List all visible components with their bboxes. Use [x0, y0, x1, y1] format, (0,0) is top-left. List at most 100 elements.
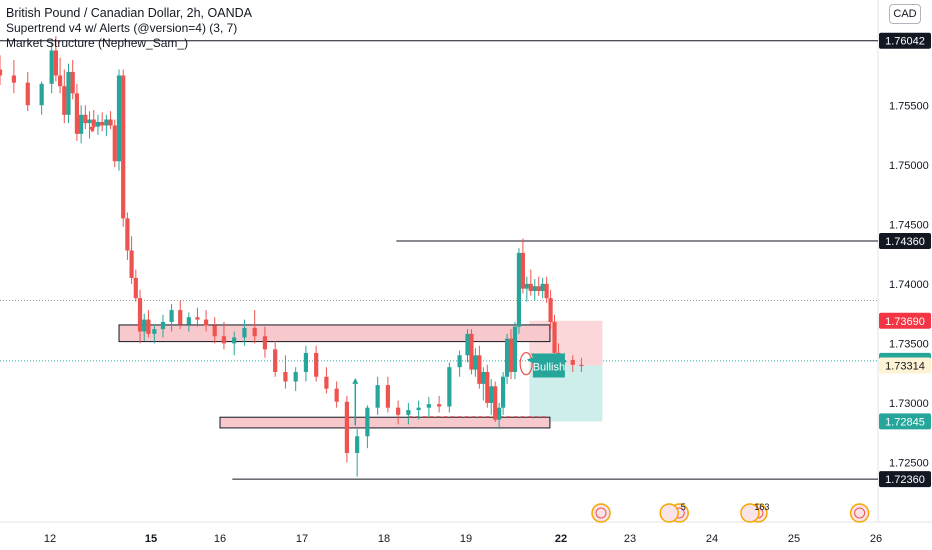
candle-body[interactable] [129, 250, 134, 278]
candle-body[interactable] [121, 75, 126, 219]
candle-body[interactable] [57, 75, 63, 87]
candle-body[interactable] [508, 338, 514, 372]
candle-body[interactable] [146, 319, 151, 334]
resistance-zone[interactable] [118, 324, 551, 343]
candle-body[interactable] [365, 407, 370, 437]
candle-body[interactable] [116, 75, 122, 162]
candle-body[interactable] [108, 119, 113, 126]
candle-body[interactable] [355, 436, 360, 453]
candle-body[interactable] [293, 371, 298, 382]
candle-body[interactable] [178, 310, 183, 325]
candle-body[interactable] [385, 385, 390, 408]
currency-button[interactable]: CAD [889, 4, 921, 24]
event-flag-icon[interactable] [740, 503, 760, 523]
candle-body[interactable] [221, 336, 227, 344]
candle-body[interactable] [39, 83, 44, 106]
candle-body[interactable] [416, 407, 421, 411]
candle-body[interactable] [396, 407, 401, 415]
candle-body[interactable] [25, 82, 30, 106]
candle-body[interactable] [500, 376, 506, 408]
candle-body[interactable] [212, 325, 217, 337]
candle-body[interactable] [186, 317, 191, 325]
candle-body[interactable] [262, 336, 268, 350]
candle-body[interactable] [469, 333, 474, 370]
candle-body[interactable] [74, 93, 80, 134]
candle-body[interactable] [465, 333, 470, 356]
candle-body[interactable] [447, 367, 452, 407]
candle-body[interactable] [49, 50, 54, 84]
candle-body[interactable] [344, 401, 350, 453]
candle-body[interactable] [83, 114, 88, 124]
candle-body[interactable] [570, 360, 575, 365]
candle-body[interactable] [137, 298, 143, 332]
candle-body[interactable] [473, 355, 478, 370]
candle-body[interactable] [195, 317, 200, 320]
candle-body[interactable] [152, 329, 157, 334]
price-axis[interactable] [878, 0, 932, 550]
candle-body[interactable] [528, 283, 533, 292]
candle-body[interactable] [406, 410, 411, 415]
candle-body[interactable] [242, 327, 247, 338]
candle-body[interactable] [426, 404, 431, 408]
candle-body[interactable] [457, 355, 462, 368]
event-flag-icon[interactable] [659, 503, 679, 523]
candle-body[interactable] [91, 119, 96, 127]
candle-body[interactable] [334, 388, 339, 402]
candle-body[interactable] [142, 319, 147, 332]
candle-body[interactable] [544, 283, 549, 299]
support-zone[interactable] [219, 416, 551, 429]
candle-body[interactable] [552, 321, 557, 353]
candle-body[interactable] [485, 371, 490, 403]
candle-body[interactable] [70, 71, 75, 94]
candle-body[interactable] [516, 252, 522, 327]
candle-body[interactable] [314, 352, 319, 377]
candle-body[interactable] [100, 121, 105, 126]
candle-body[interactable] [493, 386, 498, 420]
candle-body[interactable] [133, 277, 138, 299]
candle-body[interactable] [324, 376, 329, 389]
candle-body[interactable] [520, 252, 525, 289]
candle-body[interactable] [579, 364, 584, 367]
candle-body[interactable] [303, 352, 309, 372]
candle-body[interactable] [62, 86, 67, 115]
candle-body[interactable] [489, 386, 494, 403]
price-label-tag[interactable] [879, 413, 931, 430]
price-label-tag[interactable] [879, 471, 931, 488]
candle-body[interactable] [504, 338, 510, 377]
candle-body[interactable] [79, 114, 84, 134]
candle-body[interactable] [169, 310, 174, 322]
candle-body[interactable] [104, 119, 109, 126]
candle-body[interactable] [437, 404, 442, 407]
candle-body[interactable] [273, 349, 278, 372]
candle-body[interactable] [548, 298, 553, 322]
candle-body[interactable] [11, 75, 16, 83]
candle-body[interactable] [125, 218, 130, 251]
price-label-tag[interactable] [879, 312, 931, 329]
candle-body[interactable] [0, 69, 3, 76]
candle-body[interactable] [540, 283, 545, 292]
candle-body[interactable] [203, 319, 209, 326]
candle-body[interactable] [160, 321, 166, 330]
candle-body[interactable] [375, 385, 380, 408]
candle-body[interactable] [477, 355, 482, 384]
candle-body[interactable] [232, 337, 237, 344]
candle-body[interactable] [252, 327, 257, 337]
candle-body[interactable] [87, 119, 92, 124]
candle-body[interactable] [95, 121, 101, 127]
price-label-tag[interactable] [879, 232, 931, 249]
indicator-market-structure[interactable]: Market Structure (Nephew_Sam_) [6, 36, 189, 50]
indicator-supertrend[interactable]: Supertrend v4 w/ Alerts (@version=4) (3,… [6, 21, 238, 35]
event-flag-icon[interactable] [591, 503, 611, 523]
candle-body[interactable] [532, 286, 537, 292]
candle-body[interactable] [66, 71, 71, 115]
bullish-label[interactable] [526, 353, 565, 378]
price-label-tag[interactable] [879, 32, 931, 49]
candle-body[interactable] [512, 326, 518, 372]
candle-body[interactable] [524, 283, 529, 289]
candle-body[interactable] [481, 371, 486, 384]
candle-body[interactable] [53, 50, 58, 76]
candle-body[interactable] [283, 371, 288, 382]
event-flag-icon[interactable] [849, 503, 870, 523]
price-label-tag[interactable] [879, 357, 931, 374]
